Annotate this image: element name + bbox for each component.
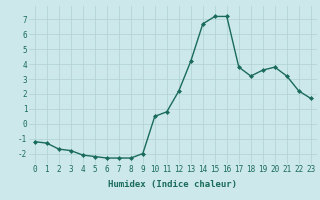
X-axis label: Humidex (Indice chaleur): Humidex (Indice chaleur) xyxy=(108,180,237,189)
